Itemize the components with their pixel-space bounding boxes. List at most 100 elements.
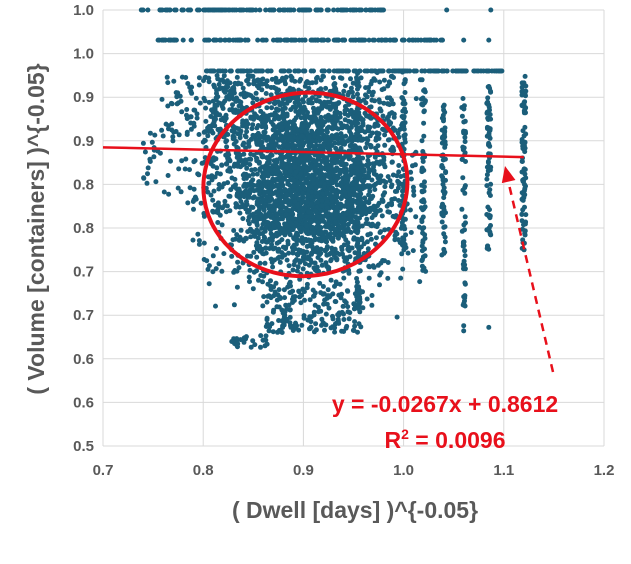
data-point	[488, 223, 493, 228]
data-point	[280, 110, 286, 116]
data-point	[140, 140, 146, 146]
data-point	[292, 164, 298, 170]
data-point	[420, 149, 426, 154]
data-point	[151, 154, 157, 160]
data-point	[279, 208, 285, 214]
data-point	[461, 103, 467, 109]
data-point	[306, 100, 312, 106]
data-point	[257, 133, 263, 139]
data-point	[290, 248, 296, 253]
data-point	[302, 186, 308, 192]
data-point	[290, 104, 296, 110]
data-point	[364, 94, 370, 100]
data-point	[280, 142, 286, 148]
data-point	[153, 179, 159, 185]
data-point	[522, 73, 528, 79]
data-point	[368, 236, 374, 242]
data-point	[332, 325, 338, 331]
data-point	[183, 156, 189, 162]
data-point	[276, 129, 282, 135]
data-point	[250, 95, 256, 101]
data-point	[208, 192, 214, 198]
data-point	[332, 116, 338, 122]
data-point	[394, 231, 400, 237]
data-point	[210, 7, 216, 13]
data-point	[355, 161, 361, 167]
data-point	[291, 183, 297, 189]
data-point	[158, 7, 164, 13]
data-point	[276, 287, 282, 293]
data-point	[356, 287, 362, 292]
data-point	[277, 296, 283, 301]
data-point	[309, 259, 315, 265]
data-point	[323, 114, 328, 120]
data-point	[279, 135, 284, 140]
data-point	[231, 228, 237, 233]
data-point	[370, 193, 376, 199]
data-point	[293, 236, 299, 242]
data-point	[380, 192, 386, 198]
data-point	[485, 109, 491, 115]
data-point	[522, 106, 528, 112]
data-point	[382, 37, 388, 43]
data-point	[298, 115, 304, 121]
data-point	[387, 178, 393, 184]
data-point	[176, 166, 182, 172]
data-point	[291, 178, 297, 184]
data-point	[421, 88, 427, 94]
data-point	[185, 7, 191, 13]
data-point	[291, 323, 297, 329]
data-point	[325, 125, 330, 131]
data-point	[410, 248, 416, 254]
x-tick-label: 0.8	[193, 462, 214, 479]
y-tick-label: 0.6	[73, 394, 94, 411]
data-point	[359, 128, 365, 133]
data-point	[255, 37, 261, 43]
data-point	[290, 157, 296, 163]
data-point	[348, 76, 353, 82]
data-point	[307, 325, 313, 331]
data-point	[269, 242, 275, 248]
data-point	[354, 81, 360, 87]
data-point	[270, 309, 276, 315]
data-point	[306, 209, 312, 215]
data-point	[487, 229, 493, 234]
data-point	[251, 152, 257, 158]
data-point	[419, 77, 425, 83]
data-point	[282, 78, 288, 84]
data-point	[341, 229, 347, 235]
data-point	[237, 7, 243, 13]
data-point	[310, 287, 316, 293]
data-point	[227, 80, 233, 86]
data-point	[245, 37, 251, 43]
data-point	[170, 138, 176, 144]
data-point	[262, 235, 268, 241]
data-point	[205, 189, 211, 195]
data-point	[407, 207, 413, 213]
data-point	[459, 206, 465, 212]
data-point	[324, 264, 330, 269]
data-point	[231, 134, 237, 140]
data-point	[201, 78, 206, 84]
data-point	[240, 216, 246, 222]
data-point	[355, 91, 360, 97]
data-point	[196, 238, 202, 244]
data-point	[462, 134, 468, 140]
data-point	[362, 68, 368, 74]
data-point	[484, 176, 490, 182]
data-point	[263, 7, 269, 13]
data-point	[333, 101, 339, 107]
data-point	[298, 76, 304, 82]
data-point	[213, 95, 219, 101]
data-point	[347, 192, 353, 198]
data-point	[345, 92, 351, 98]
data-point	[219, 162, 225, 168]
data-point	[362, 200, 368, 206]
data-point	[275, 107, 281, 113]
data-point	[318, 290, 324, 296]
data-point	[247, 267, 253, 273]
data-point	[391, 114, 397, 120]
data-point	[421, 133, 427, 139]
data-point	[196, 132, 202, 137]
data-point	[420, 207, 426, 213]
